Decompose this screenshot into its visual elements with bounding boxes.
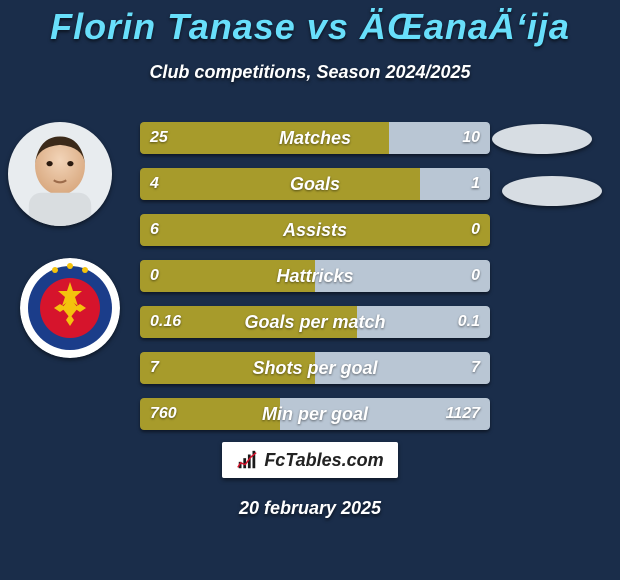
stat-label: Goals: [140, 168, 490, 200]
stat-value-left: 0.16: [140, 306, 191, 338]
stat-row: Goals per match0.16 0.1: [140, 306, 490, 338]
stat-row: Assists6 0: [140, 214, 490, 246]
branding-badge: FcTables.com: [222, 442, 398, 478]
branding-text: FcTables.com: [264, 450, 383, 471]
stat-row: Matches25 10: [140, 122, 490, 154]
stat-value-right: 1: [461, 168, 490, 200]
stat-value-left: 6: [140, 214, 169, 246]
stat-value-left: 0: [140, 260, 169, 292]
comparison-title: Florin Tanase vs ÄŒanaÄ‘ija: [0, 6, 620, 48]
stat-value-left: 7: [140, 352, 169, 384]
bar-chart-icon: [236, 449, 258, 471]
player2-club-placeholder: [502, 176, 602, 206]
stat-label: Goals per match: [140, 306, 490, 338]
stat-value-right: 0: [461, 260, 490, 292]
stat-value-right: 0.1: [448, 306, 490, 338]
stat-bars: Matches2510Goals41Assists60Hattricks00Go…: [140, 122, 490, 444]
stat-value-right: 1127: [436, 398, 490, 430]
stat-value-right: 10: [452, 122, 490, 154]
stat-row: Goals4 1: [140, 168, 490, 200]
stat-label: Hattricks: [140, 260, 490, 292]
comparison-subtitle: Club competitions, Season 2024/2025: [0, 62, 620, 83]
player1-avatar: [8, 122, 112, 226]
stat-row: Min per goal7601127: [140, 398, 490, 430]
player2-avatar-placeholder: [492, 124, 592, 154]
player1-club-badge: [20, 258, 120, 358]
stat-label: Shots per goal: [140, 352, 490, 384]
stat-value-right: 7: [461, 352, 490, 384]
stat-row: Hattricks0 0: [140, 260, 490, 292]
stat-value-left: 4: [140, 168, 169, 200]
footer-date: 20 february 2025: [0, 498, 620, 519]
stat-value-left: 25: [140, 122, 178, 154]
stat-value-left: 760: [140, 398, 187, 430]
stat-value-right: 0: [461, 214, 490, 246]
stat-label: Assists: [140, 214, 490, 246]
stat-label: Matches: [140, 122, 490, 154]
stat-row: Shots per goal7 7: [140, 352, 490, 384]
